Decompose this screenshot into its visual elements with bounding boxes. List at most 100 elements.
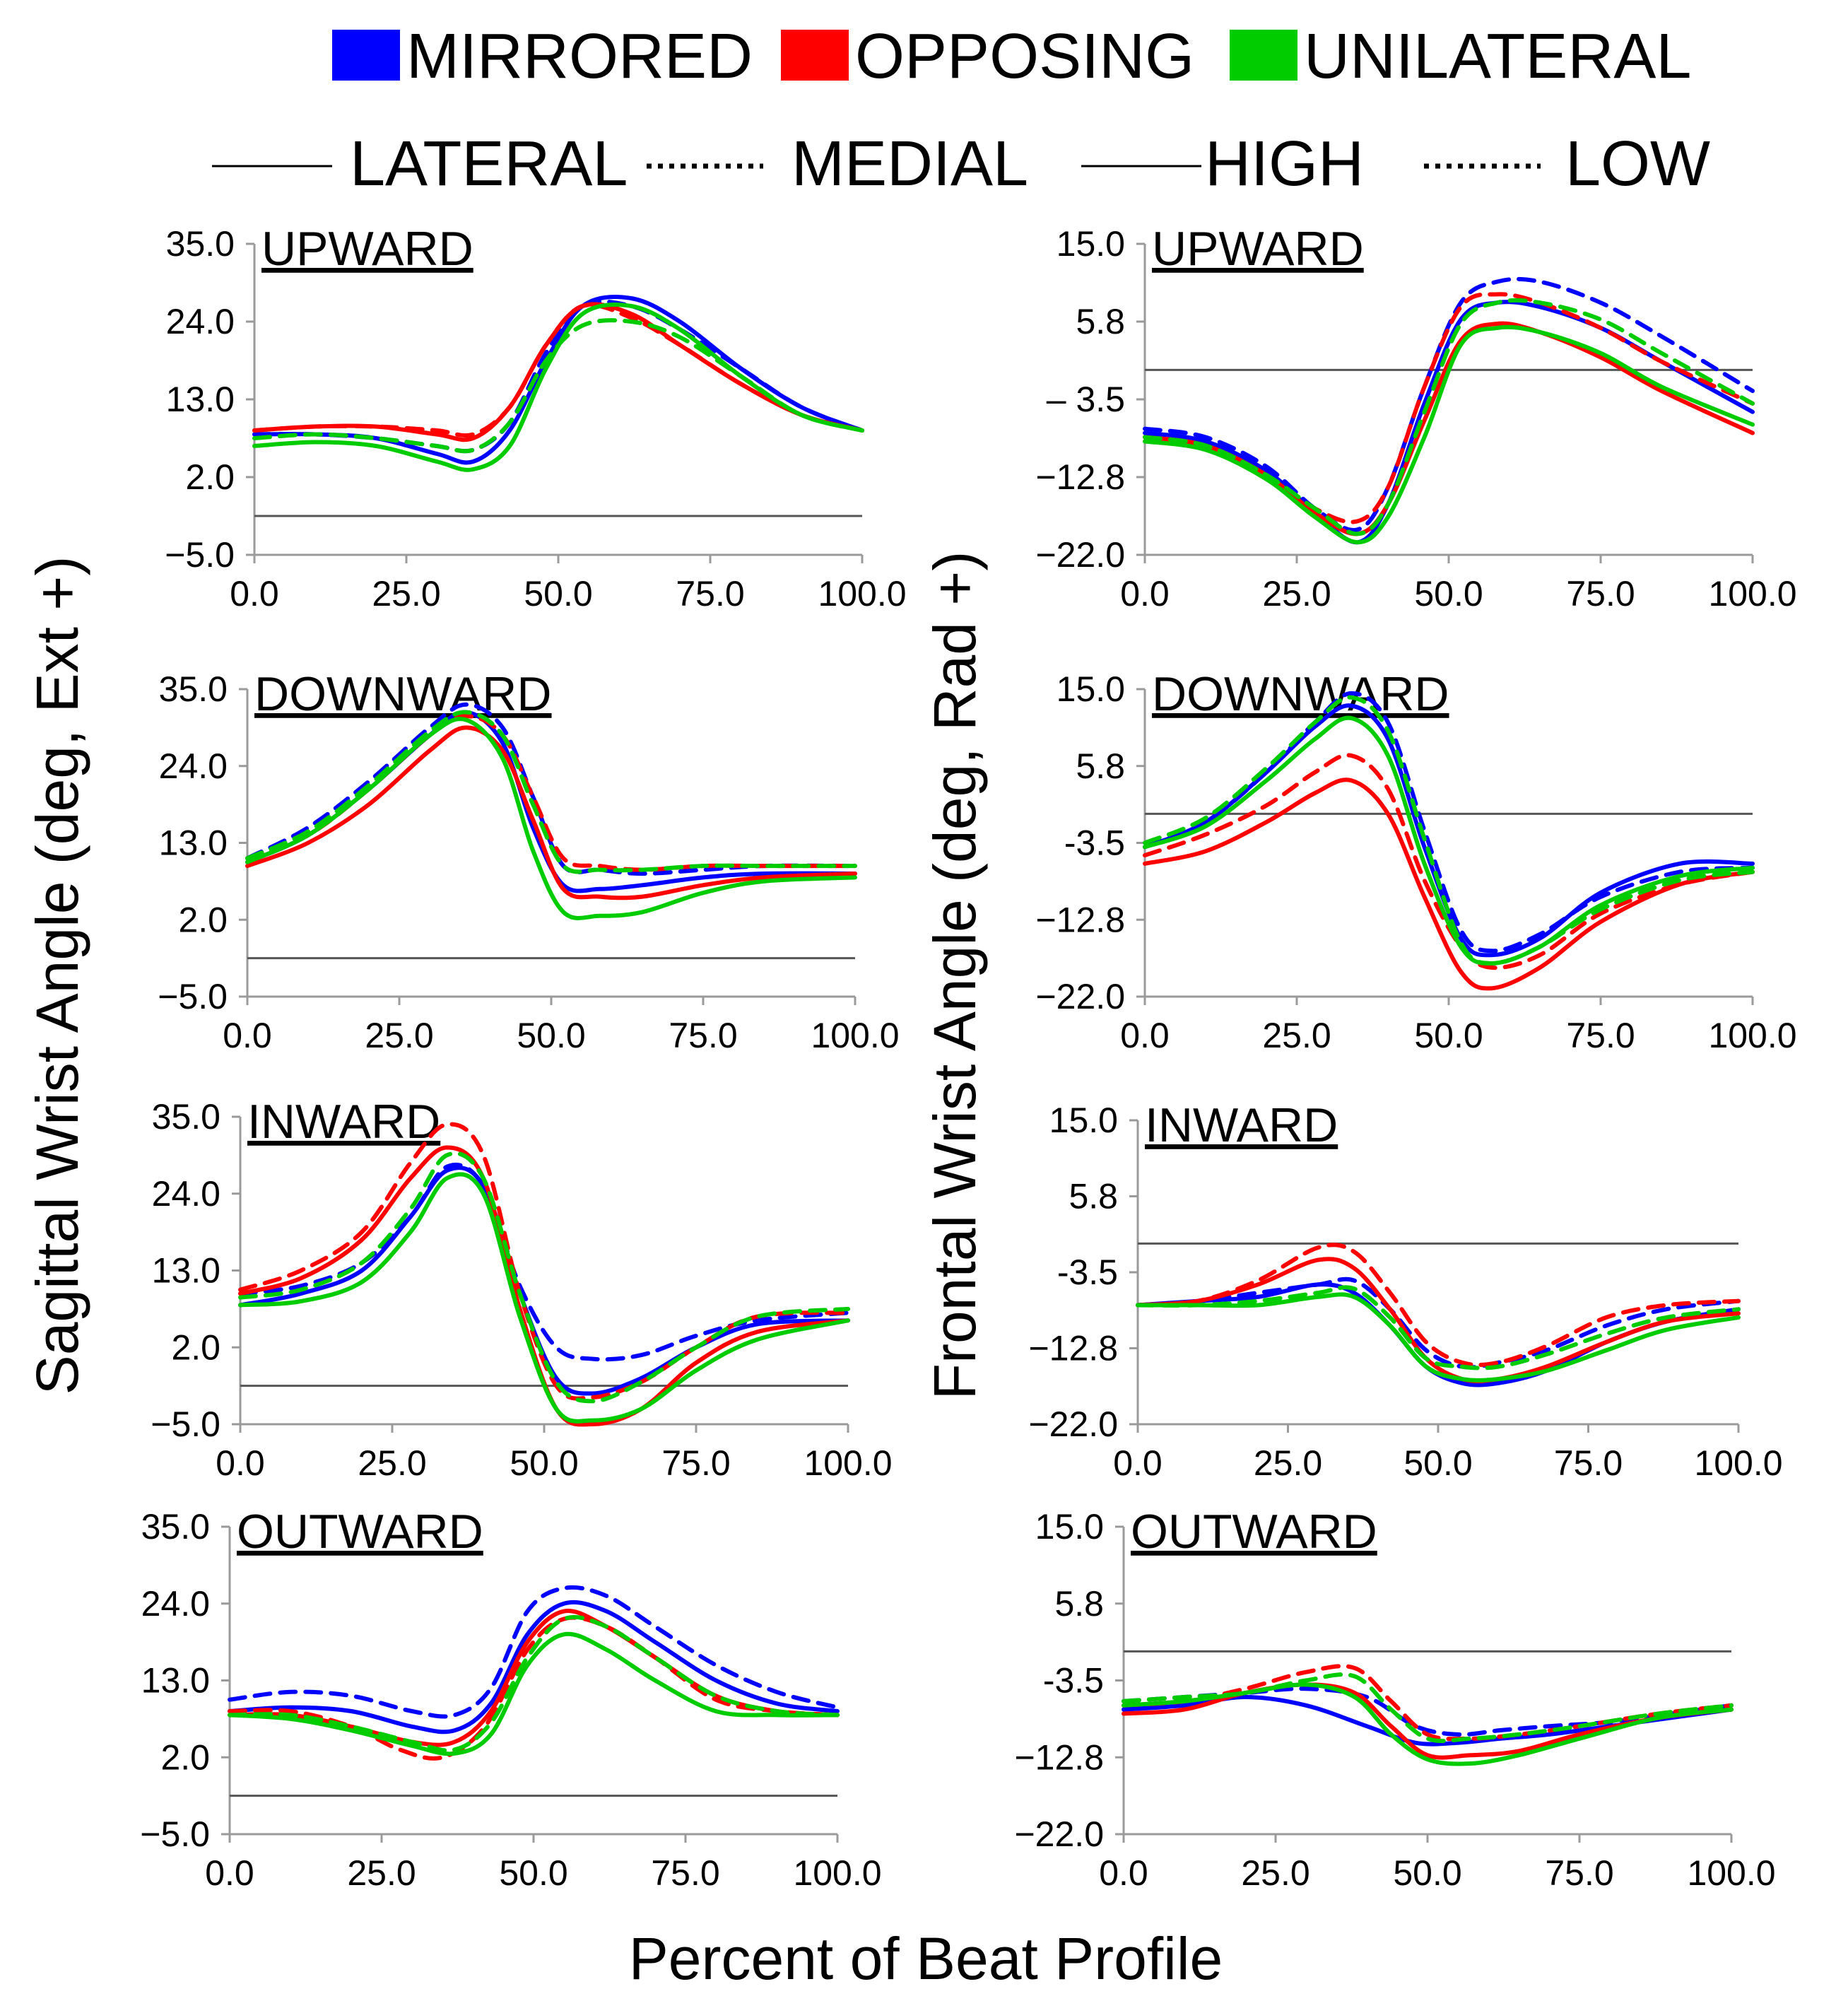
series-line-unilateral-solid [1136,1292,1741,1383]
x-tick-label: 0.0 [1120,1016,1170,1055]
x-tick-label: 50.0 [517,1016,585,1055]
x-tick-label: 100.0 [1687,1853,1775,1893]
y-tick-label: 24.0 [152,1174,220,1214]
y-tick-label: −22.0 [1035,977,1125,1016]
series-line-unilateral-solid [1143,715,1755,966]
y-tick-label: 15.0 [1057,224,1125,264]
x-tick-label: 50.0 [510,1443,578,1483]
series-line-opposing-solid [1143,777,1755,991]
x-tick-label: 75.0 [1554,1443,1623,1483]
sagittal-panel-outward: 35.0 24.0 13.0 2.0 −5.00.0 25.0 50.0 75.0 100.0 O… [140,1505,881,1893]
panel-title: INWARD [247,1095,440,1149]
y-tick-label: −5.0 [151,1404,220,1444]
frontal-panel-outward: 15.0 5.8 -3.5 −12.8 −22.00.0 25.0 50.0 75.0 100.… [1014,1505,1775,1893]
series-line-unilateral-solid [245,717,857,920]
y-tick-label: −5.0 [165,535,235,575]
series-line-mirrored-solid [1143,703,1755,958]
x-tick-label: 100.0 [793,1853,881,1893]
series-line-opposing-dashed [252,303,864,438]
y-tick-label: -3.5 [1043,1661,1104,1701]
frontal-panel-inward: 15.0 5.8 -3.5 −12.8 −22.00.0 25.0 50.0 75.0 100.… [1028,1098,1782,1483]
y-tick-label: 15.0 [1035,1507,1104,1547]
y-tick-label: 35.0 [152,1097,220,1137]
sagittal-panel-upward: 35.0 24.0 13.0 2.0 −5.00.0 25.0 50.0 75.0 100.0 U… [165,222,906,614]
legend-label-lateral: LATERAL [350,129,628,199]
series-line-mirrored-dashed [1136,1277,1741,1370]
x-tick-label: 0.0 [1120,574,1170,614]
y-tick-label: 5.8 [1054,1584,1104,1624]
x-axis-title: Percent of Beat Profile [629,1925,1223,1992]
series-line-unilateral-dashed [1122,1672,1734,1744]
y-tick-label: – 3.5 [1047,380,1125,419]
series-line-opposing-dashed [1143,753,1755,970]
y-tick-label: 24.0 [141,1584,210,1624]
x-tick-label: 75.0 [1545,1853,1613,1893]
x-tick-label: 75.0 [669,1016,737,1055]
y-tick-label: 2.0 [160,1737,210,1777]
x-tick-label: 100.0 [811,1016,899,1055]
series-line-unilateral-solid [1143,324,1755,545]
y-tick-label: 24.0 [166,302,235,341]
x-tick-label: 0.0 [205,1853,254,1893]
series-line-unilateral-dashed [1143,695,1755,966]
y-tick-label: −5.0 [140,1814,210,1854]
y-tick-label: -3.5 [1064,823,1125,863]
x-tick-label: 50.0 [499,1853,567,1893]
legend-label-unilateral: UNILATERAL [1304,21,1691,92]
x-tick-label: 0.0 [223,1016,272,1055]
y-tick-label: −22.0 [1035,535,1125,575]
x-tick-label: 50.0 [1403,1443,1472,1483]
panel-title: UPWARD [1152,222,1364,276]
x-tick-label: 50.0 [1414,1016,1483,1055]
x-tick-label: 25.0 [1262,1016,1331,1055]
series-line-opposing-solid [228,1609,840,1747]
chart-panels: 35.024.013.02.0−5.00.0 25.0 50.0 75.0 100.0U… [140,222,1796,1893]
panel-title: OUTWARD [237,1505,483,1559]
y-tick-label: 24.0 [159,746,228,786]
x-tick-label: 75.0 [651,1853,719,1893]
y-tick-label: −12.8 [1014,1737,1104,1777]
right-y-axis-title: Frontal Wrist Angle (deg, Rad +) [922,551,988,1400]
x-tick-label: 25.0 [1254,1443,1322,1483]
x-tick-label: 0.0 [216,1443,265,1483]
y-tick-label: 2.0 [171,1327,220,1367]
x-tick-label: 50.0 [524,574,592,614]
series-line-unilateral-solid [238,1172,850,1424]
legend-swatch-mirrored [332,30,400,81]
legend-label-medial: MEDIAL [791,129,1028,199]
y-tick-label: 5.8 [1076,746,1125,786]
y-tick-label: 13.0 [152,1251,220,1291]
legend-label-high: HIGH [1205,129,1364,199]
x-tick-label: 25.0 [358,1443,426,1483]
panel-title: DOWNWARD [254,667,552,721]
x-tick-label: 100.0 [1708,1016,1796,1055]
x-tick-label: 25.0 [1241,1853,1310,1893]
y-tick-label: 13.0 [159,823,228,863]
series-line-mirrored-dashed [1143,691,1755,953]
y-tick-label: 2.0 [178,900,228,939]
legend: MIRRORED OPPOSING UNILATERAL LATERAL MED… [212,21,1710,199]
x-tick-label: 100.0 [804,1443,892,1483]
series-line-mirrored-dashed [1143,276,1755,533]
x-tick-label: 25.0 [347,1853,416,1893]
y-tick-label: 35.0 [141,1507,210,1547]
sagittal-panel-inward: 35.0 24.0 13.0 2.0 −5.00.0 25.0 50.0 75.0 100.0 I… [151,1095,892,1483]
x-tick-label: 0.0 [230,574,279,614]
x-tick-label: 50.0 [1393,1853,1461,1893]
legend-label-low: LOW [1565,129,1710,199]
x-tick-label: 75.0 [1566,1016,1635,1055]
frontal-panel-downward: 15.0 5.8 -3.5 −12.8 −22.00.0 25.0 50.0 75.0 100.… [1035,667,1796,1055]
x-tick-label: 50.0 [1414,574,1483,614]
x-tick-label: 100.0 [1708,574,1796,614]
y-tick-label: 2.0 [185,457,235,497]
series-line-mirrored-dashed [245,702,857,876]
y-tick-label: 35.0 [159,669,228,709]
y-tick-label: −22.0 [1028,1404,1118,1444]
x-tick-label: 75.0 [661,1443,730,1483]
y-tick-label: −12.8 [1035,457,1125,497]
x-tick-label: 25.0 [365,1016,433,1055]
series-line-opposing-dashed [1136,1243,1741,1368]
legend-label-opposing: OPPOSING [855,21,1194,92]
x-tick-label: 100.0 [1694,1443,1782,1483]
